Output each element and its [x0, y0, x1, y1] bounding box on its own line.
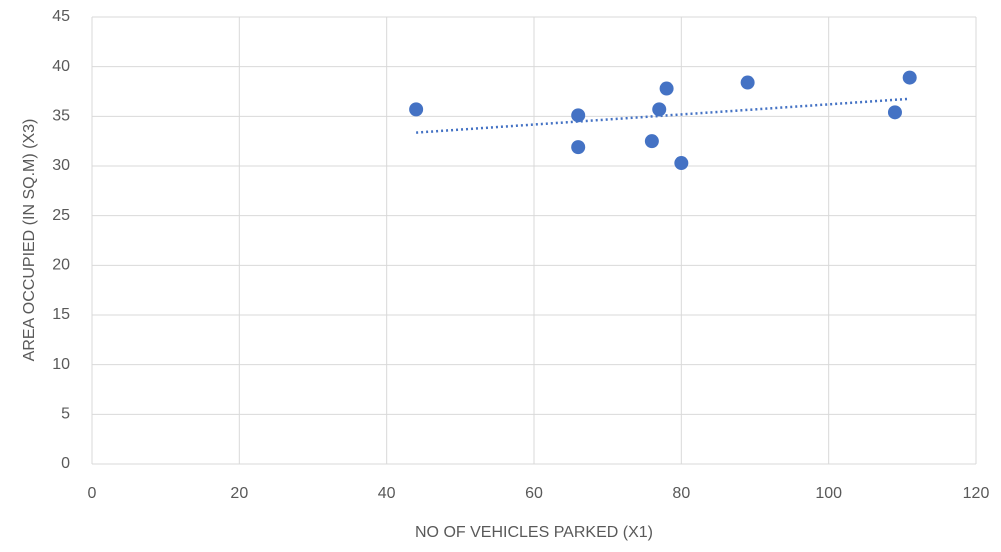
point	[902, 70, 917, 85]
point	[571, 108, 586, 123]
y-tick-label: 20	[52, 257, 70, 274]
point	[409, 102, 424, 117]
x-tick-label: 80	[672, 485, 690, 502]
point	[887, 105, 902, 120]
y-tick-label: 0	[61, 455, 70, 472]
x-tick-label: 120	[963, 485, 990, 502]
y-tick-label: 40	[52, 58, 70, 75]
x-tick-label: 60	[525, 485, 543, 502]
x-axis-label: NO OF VEHICLES PARKED (X1)	[415, 524, 653, 541]
point	[659, 81, 674, 96]
point	[740, 75, 755, 90]
y-tick-label: 15	[52, 306, 70, 323]
y-tick-label: 25	[52, 207, 70, 224]
point	[571, 140, 586, 155]
y-tick-label: 5	[61, 406, 70, 423]
x-tick-label: 40	[378, 485, 396, 502]
y-tick-label: 30	[52, 157, 70, 174]
point	[644, 134, 659, 149]
y-tick-label: 35	[52, 108, 70, 125]
point	[652, 102, 667, 117]
y-tick-label: 10	[52, 356, 70, 373]
x-tick-label: 0	[88, 485, 97, 502]
x-tick-label: 100	[815, 485, 842, 502]
y-axis-label: AREA OCCUPIED (IN SQ.M) (X3)	[21, 119, 38, 362]
y-tick-label: 45	[52, 8, 70, 25]
point	[674, 156, 689, 171]
x-tick-label: 20	[230, 485, 248, 502]
